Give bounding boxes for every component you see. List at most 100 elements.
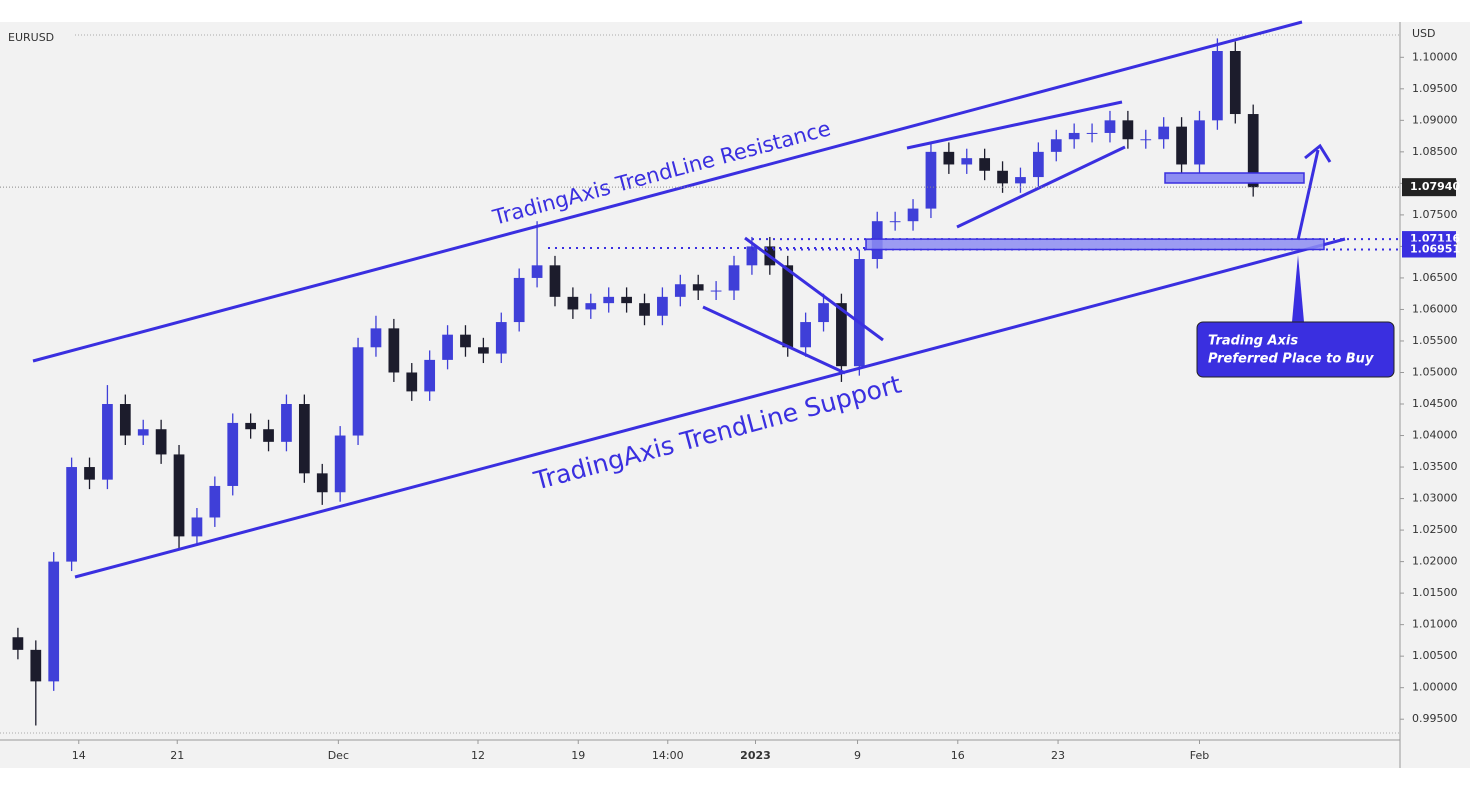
candle-body [710,290,722,292]
candle-body [155,429,167,455]
y-tick-label: 1.01500 [1412,586,1458,599]
candle-body [1015,177,1026,184]
candle-body [406,372,418,392]
y-tick-label: 1.04500 [1412,397,1458,410]
wedge-line [906,100,1123,150]
y-tick-label: 1.09000 [1412,113,1458,126]
wedge-line [702,305,846,375]
x-tick-label: Feb [1190,749,1209,762]
candle-body [818,303,829,323]
candle-body [316,473,328,493]
x-tick-label: 14:00 [652,749,684,762]
candle-body [66,467,77,562]
x-tick-label: 21 [170,749,184,762]
candle-body [997,170,1008,184]
y-tick-label: 1.03500 [1412,460,1458,473]
candle-body [1104,120,1116,133]
candle-body [334,435,346,493]
candle-body [424,359,436,392]
support-line [74,237,1346,579]
candle-body [30,649,42,682]
callout-pointer [1292,255,1304,322]
candle-body [782,265,794,348]
x-tick-label: 23 [1051,749,1065,762]
candle-body [746,246,758,266]
currency-label: USD [1412,27,1436,40]
plot: 0.99500 1.00000 1.00500 1.01000 1.01500 1.020… [12,38,1458,762]
candle-body [549,265,561,297]
candle-body [495,322,507,354]
y-tick-label: 1.01000 [1412,618,1458,631]
candle-body [442,334,453,360]
candle-body [209,485,221,518]
y-tick-label: 1.06500 [1412,271,1458,284]
candle-body [478,347,489,354]
candle-body [191,517,203,537]
candle-body [513,277,525,323]
candle-body [227,422,239,486]
candle-body [1068,132,1080,140]
y-tick-label: 0.99500 [1412,712,1458,725]
candle-body [907,208,919,222]
x-tick-label: 16 [951,749,965,762]
callout-box [1196,321,1395,378]
candle-body [657,296,668,316]
chart-background [0,22,1470,768]
price-label: 1.07940 [1410,180,1460,193]
y-tick-label: 1.00000 [1412,681,1458,694]
y-tick-label: 1.04000 [1412,429,1458,442]
candle-body [925,151,937,209]
x-tick-label: 14 [72,749,86,762]
y-tick-label: 1.07500 [1412,208,1458,221]
candle-body [298,404,310,474]
candle-body [853,259,865,367]
candle-body [12,637,24,650]
candle-body [567,296,579,310]
y-tick-label: 1.02500 [1412,523,1458,536]
candle-body [800,322,811,348]
small-zone [1164,172,1305,184]
candle-body [1050,139,1062,152]
candle-body [119,404,131,436]
candle-body [84,467,95,480]
candle-body [836,303,847,367]
candle-body [889,221,901,223]
candle-body [352,347,364,436]
candle-body [388,328,400,373]
candle-body [173,454,185,537]
x-tick-label: 9 [854,749,861,762]
candle-body [674,284,686,297]
candle-body [460,334,471,348]
candle-body [1032,151,1044,178]
candle-body [263,429,274,442]
candle-body [1086,132,1098,134]
candle-body [370,328,382,348]
price-label: 1.06951 [1410,243,1460,256]
candle-body [621,296,632,304]
price-label-box [1402,241,1456,258]
candle-body [1158,126,1170,140]
y-tick-label: 1.09500 [1412,82,1458,95]
y-tick-label: 1.00500 [1412,649,1458,662]
x-tick-label: 2023 [740,749,771,762]
resistance-line [32,20,1303,363]
y-tick-label: 1.05000 [1412,365,1458,378]
callout-text: Preferred Place to Buy [1208,352,1374,367]
candle-body [531,265,543,278]
candle-body [1140,139,1152,141]
x-tick-label: 19 [571,749,585,762]
y-tick-label: 1.03000 [1412,492,1458,505]
candle-body [728,265,740,291]
arrow [1296,149,1320,241]
x-tick-label: Dec [328,749,349,762]
candle-body [1194,120,1205,165]
candle-body [245,422,257,430]
candle-body [585,303,597,310]
candle-body [102,404,113,480]
y-tick-label: 1.02000 [1412,555,1458,568]
candle-body [48,561,60,682]
candle-body [943,151,955,165]
y-tick-label: 1.10000 [1412,50,1458,63]
buy-zone [865,238,1325,251]
